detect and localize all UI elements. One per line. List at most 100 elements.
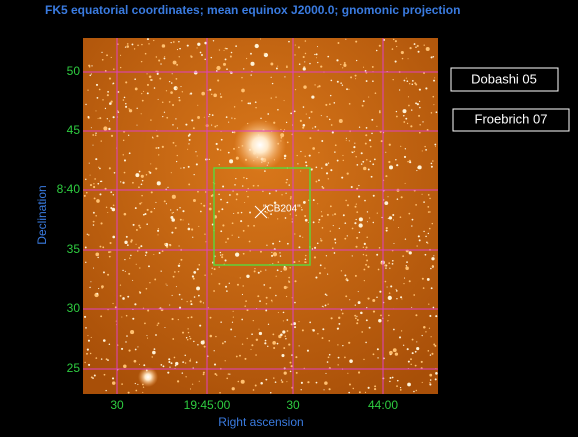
star bbox=[322, 186, 325, 189]
star bbox=[272, 209, 274, 212]
star bbox=[381, 216, 383, 219]
star bbox=[416, 44, 419, 48]
star bbox=[127, 295, 130, 298]
star bbox=[90, 281, 92, 283]
star bbox=[338, 227, 340, 230]
star bbox=[294, 89, 297, 91]
star bbox=[279, 252, 281, 254]
star bbox=[396, 45, 398, 48]
star bbox=[355, 218, 357, 221]
star bbox=[137, 346, 139, 348]
star bbox=[305, 161, 307, 164]
star bbox=[300, 150, 302, 153]
star bbox=[86, 233, 88, 235]
star bbox=[264, 339, 267, 342]
star bbox=[334, 213, 337, 216]
star bbox=[170, 41, 172, 44]
star bbox=[171, 212, 174, 214]
star bbox=[124, 240, 128, 244]
star bbox=[218, 49, 221, 51]
star bbox=[190, 55, 192, 57]
star bbox=[134, 78, 136, 81]
star bbox=[189, 359, 192, 362]
star bbox=[144, 212, 147, 216]
star bbox=[110, 134, 114, 137]
catalog-button[interactable]: Froebrich 07 bbox=[452, 108, 570, 132]
star bbox=[305, 164, 308, 167]
star bbox=[403, 121, 406, 123]
star bbox=[267, 113, 270, 115]
star bbox=[166, 116, 169, 119]
star bbox=[172, 104, 175, 107]
star bbox=[282, 320, 284, 322]
star bbox=[421, 277, 424, 280]
star bbox=[243, 176, 245, 179]
star bbox=[395, 115, 398, 118]
button-label[interactable]: Dobashi 05 bbox=[471, 71, 537, 86]
button-label[interactable]: Froebrich 07 bbox=[475, 111, 548, 126]
star bbox=[423, 326, 426, 329]
star bbox=[342, 154, 344, 157]
star bbox=[181, 298, 183, 300]
star bbox=[396, 298, 398, 300]
star bbox=[323, 389, 325, 391]
star bbox=[288, 280, 290, 282]
star bbox=[424, 253, 427, 256]
star bbox=[285, 121, 288, 124]
star bbox=[346, 279, 349, 282]
star bbox=[224, 360, 226, 362]
star bbox=[283, 154, 287, 158]
star bbox=[311, 95, 315, 99]
star bbox=[345, 38, 347, 40]
star bbox=[208, 113, 211, 116]
star bbox=[286, 179, 288, 181]
star bbox=[325, 103, 328, 106]
star bbox=[298, 75, 300, 78]
star bbox=[307, 381, 310, 384]
star bbox=[317, 86, 319, 88]
star bbox=[313, 256, 317, 259]
star bbox=[419, 123, 421, 126]
star bbox=[220, 230, 223, 233]
star bbox=[224, 47, 227, 50]
star bbox=[326, 361, 329, 363]
star bbox=[300, 170, 302, 172]
star bbox=[324, 381, 328, 385]
star bbox=[326, 213, 329, 216]
star bbox=[99, 167, 101, 170]
star bbox=[402, 109, 407, 114]
star bbox=[411, 306, 413, 308]
star bbox=[278, 240, 281, 243]
star bbox=[125, 102, 127, 105]
star bbox=[157, 146, 160, 149]
star bbox=[300, 381, 303, 384]
star bbox=[196, 286, 201, 291]
star bbox=[321, 215, 323, 218]
star bbox=[165, 283, 167, 285]
star bbox=[178, 245, 180, 247]
star bbox=[259, 38, 261, 40]
star bbox=[331, 247, 334, 250]
star bbox=[132, 181, 134, 184]
catalog-button[interactable]: Dobashi 05 bbox=[450, 67, 559, 92]
star bbox=[356, 211, 359, 214]
star bbox=[237, 211, 240, 214]
star bbox=[185, 123, 188, 126]
star bbox=[197, 42, 201, 46]
star bbox=[133, 359, 137, 363]
star bbox=[226, 237, 230, 240]
star bbox=[355, 245, 358, 248]
star bbox=[124, 46, 127, 48]
star bbox=[320, 211, 323, 213]
star bbox=[288, 276, 290, 279]
star bbox=[167, 186, 169, 188]
star bbox=[101, 285, 104, 289]
star bbox=[129, 257, 131, 259]
star bbox=[130, 240, 133, 243]
star bbox=[156, 135, 159, 138]
star bbox=[179, 47, 181, 50]
star bbox=[354, 222, 357, 225]
star bbox=[363, 279, 365, 282]
star bbox=[196, 47, 198, 49]
